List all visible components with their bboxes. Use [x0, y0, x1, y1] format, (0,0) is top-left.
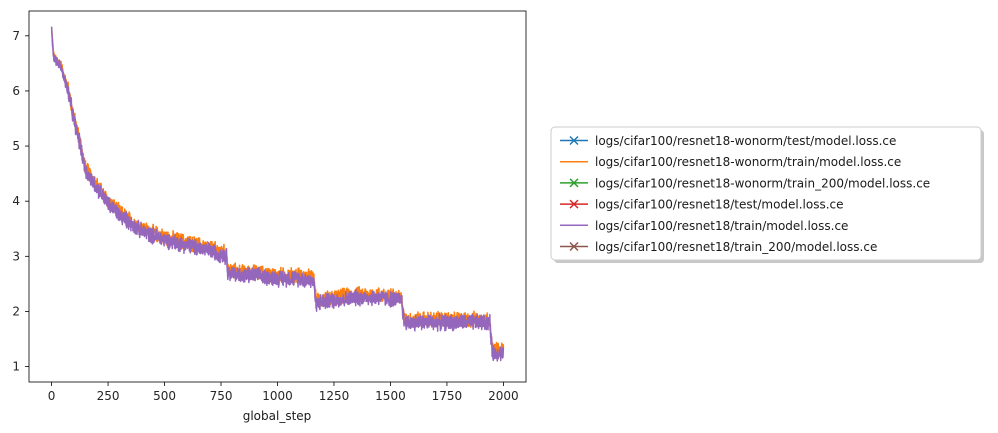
y-tick-label: 2 — [12, 304, 20, 318]
legend-label: logs/cifar100/resnet18-wonorm/train/mode… — [595, 155, 901, 169]
y-tick-label: 5 — [12, 139, 20, 153]
x-tick-label: 500 — [153, 389, 176, 403]
plot-area — [50, 26, 505, 362]
x-tick-label: 1250 — [319, 389, 350, 403]
x-tick-label: 1000 — [262, 389, 293, 403]
x-tick-label: 2000 — [488, 389, 519, 403]
y-tick-label: 6 — [12, 84, 20, 98]
legend: logs/cifar100/resnet18-wonorm/test/model… — [550, 126, 984, 263]
legend-x-marker — [569, 199, 579, 209]
x-axis-ticks: 0 250 500 750 1000 1250 1500 1750 2000 — [48, 382, 519, 403]
y-tick-label: 3 — [12, 249, 20, 263]
legend-x-marker — [569, 178, 579, 188]
x-tick-label: 750 — [210, 389, 233, 403]
y-tick-label: 7 — [12, 29, 20, 43]
legend-label: logs/cifar100/resnet18/test/model.loss.c… — [595, 198, 844, 212]
legend-label: logs/cifar100/resnet18-wonorm/train_200/… — [595, 176, 930, 190]
series-line-4 — [50, 26, 505, 362]
legend-entry: logs/cifar100/resnet18-wonorm/train_200/… — [560, 176, 930, 190]
legend-label: logs/cifar100/resnet18/train_200/model.l… — [595, 240, 877, 254]
legend-label: logs/cifar100/resnet18/train/model.loss.… — [595, 219, 848, 233]
legend-box — [550, 126, 982, 261]
legend-entry: logs/cifar100/resnet18/train_200/model.l… — [560, 240, 877, 254]
y-tick-label: 1 — [12, 360, 20, 374]
y-axis-ticks: 1 2 3 4 5 6 7 — [12, 29, 29, 374]
legend-entry: logs/cifar100/resnet18/test/model.loss.c… — [560, 198, 844, 212]
x-axis-label: global_step — [243, 409, 312, 423]
x-tick-label: 0 — [48, 389, 56, 403]
legend-entry: logs/cifar100/resnet18-wonorm/train/mode… — [560, 155, 901, 169]
y-tick-label: 4 — [12, 194, 20, 208]
x-tick-label: 1500 — [375, 389, 406, 403]
legend-entry: logs/cifar100/resnet18/train/model.loss.… — [560, 219, 848, 233]
legend-entry: logs/cifar100/resnet18-wonorm/test/model… — [560, 134, 896, 148]
legend-x-marker — [569, 241, 579, 252]
x-tick-label: 250 — [97, 389, 120, 403]
legend-label: logs/cifar100/resnet18-wonorm/test/model… — [595, 134, 896, 148]
legend-x-marker — [569, 135, 579, 146]
x-tick-label: 1750 — [432, 389, 463, 403]
